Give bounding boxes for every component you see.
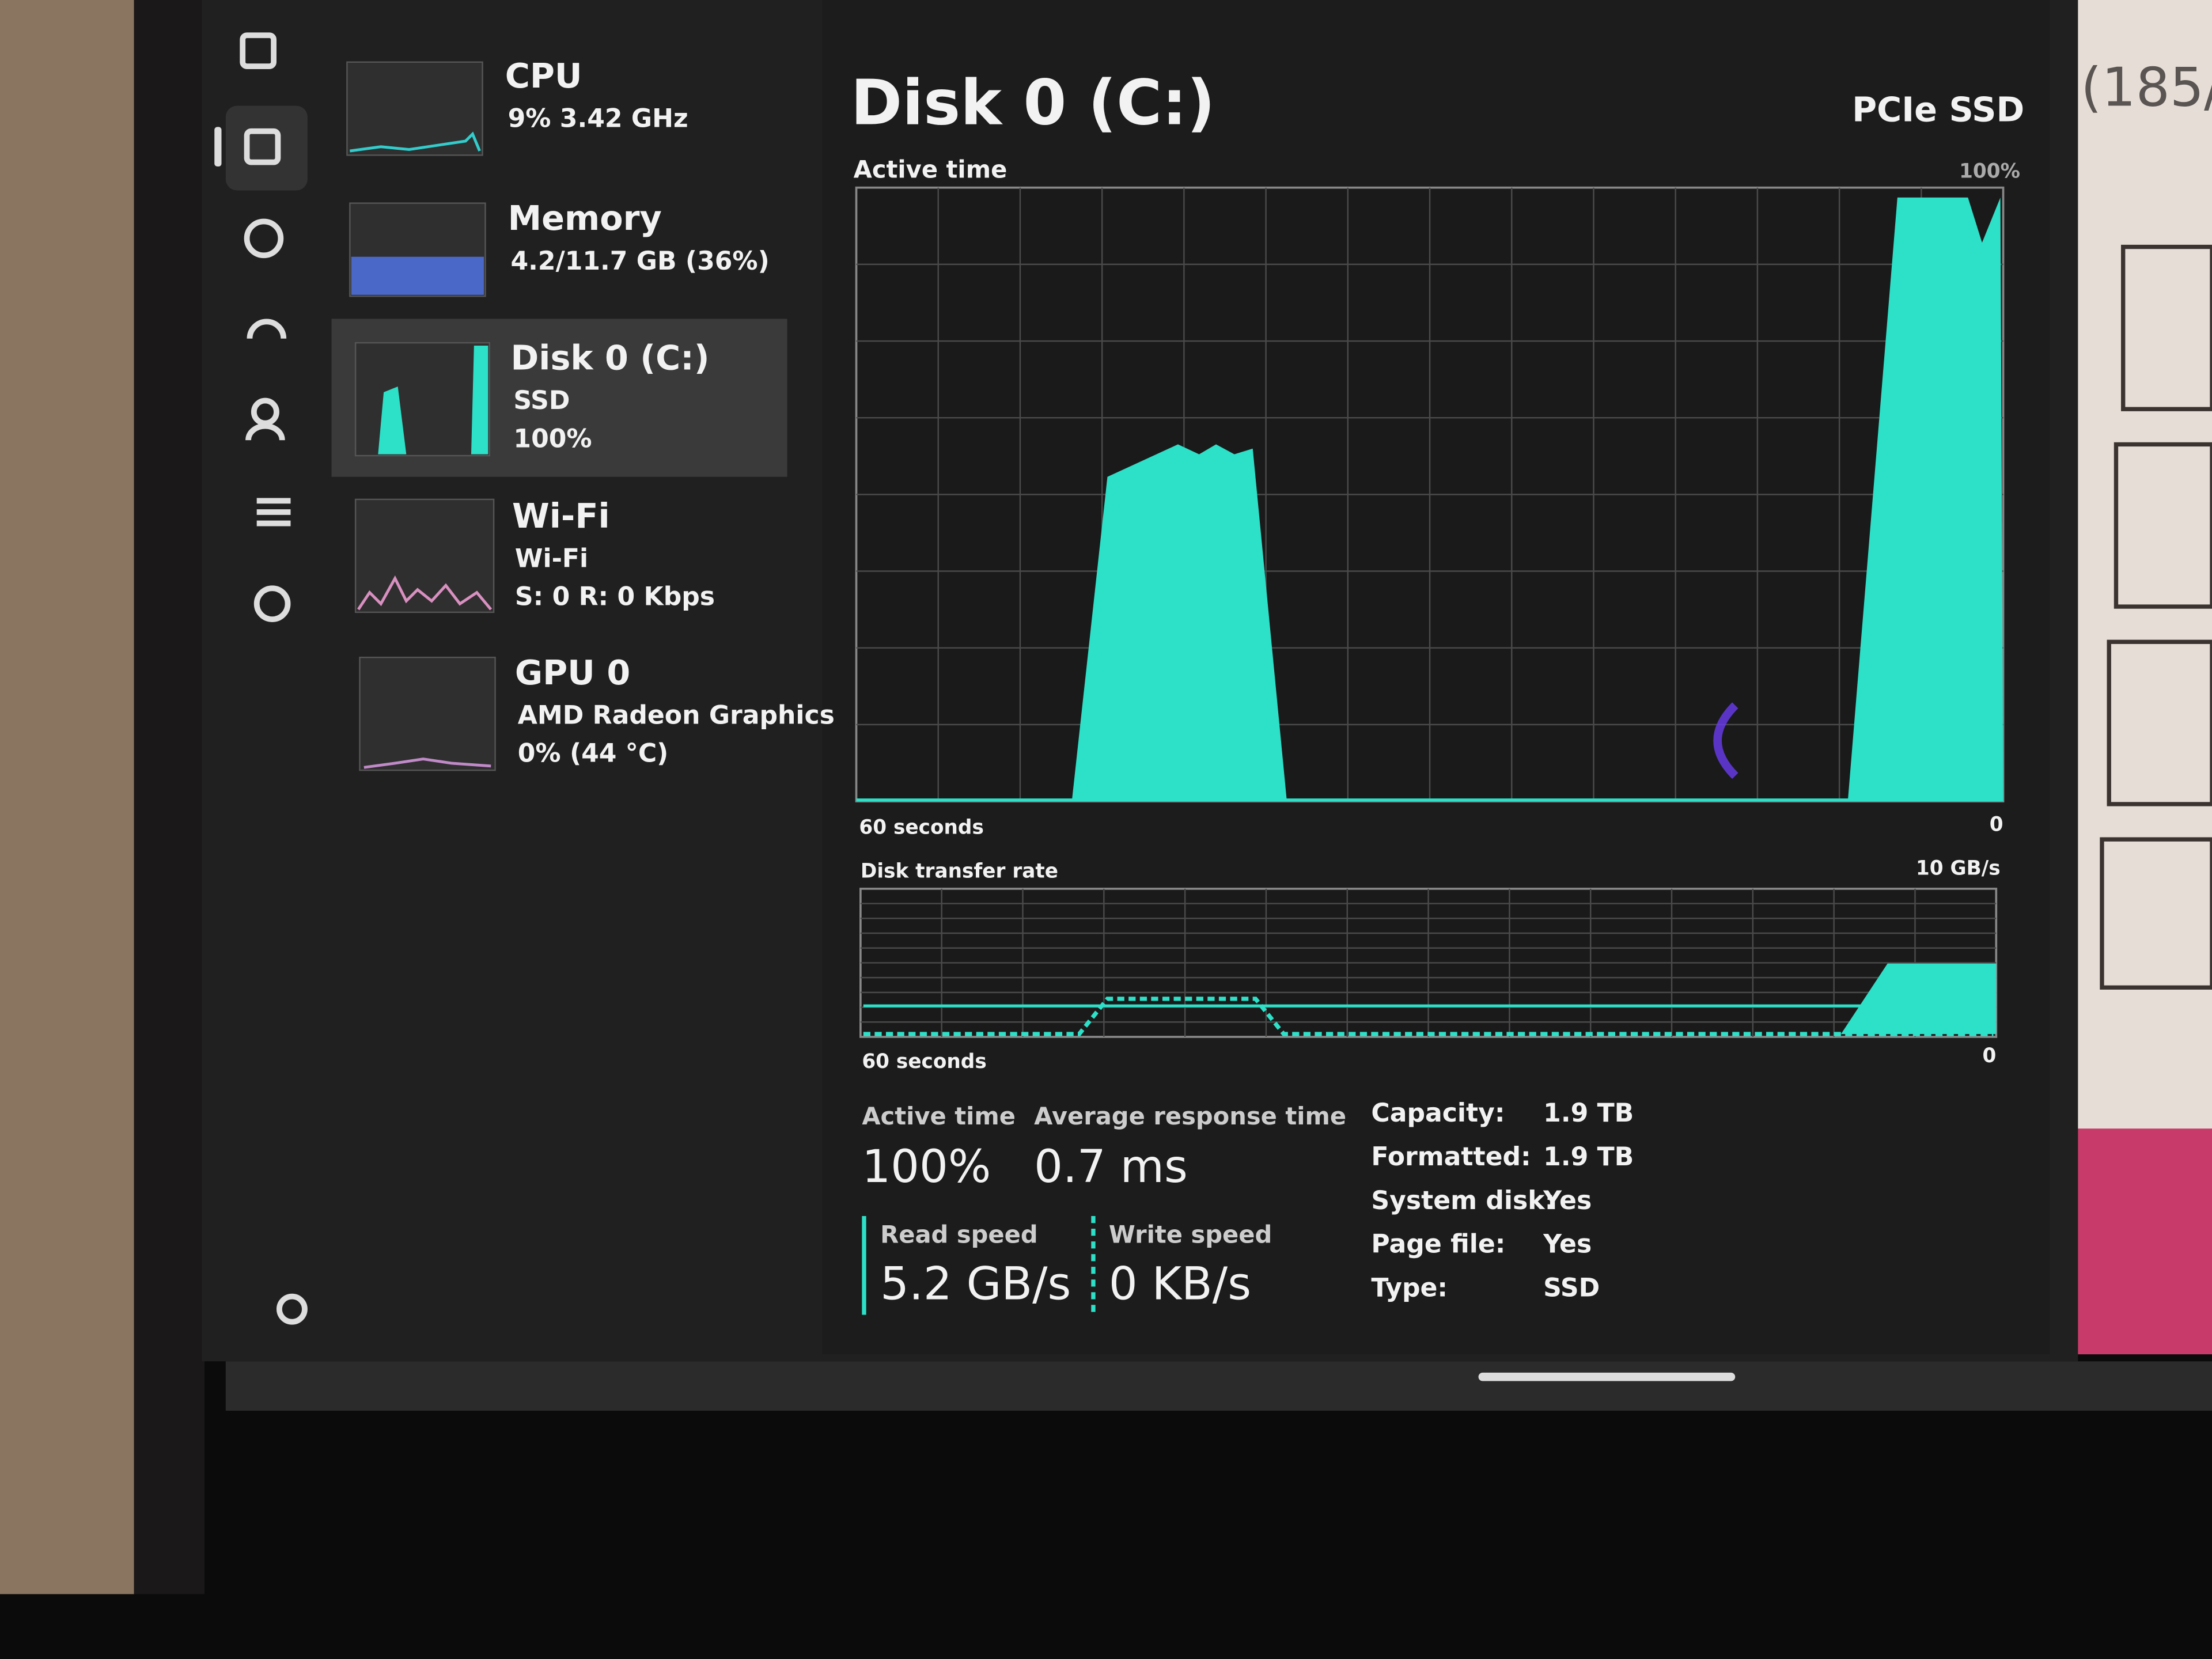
- bg-boxes: [2100, 244, 2212, 990]
- nav-detail: 4.2/11.7 GB (36%): [511, 247, 770, 276]
- graphs: [855, 186, 2005, 1038]
- nav-title: Memory: [508, 198, 662, 238]
- property-value: Yes: [1543, 1186, 1592, 1215]
- glare: [1713, 702, 1738, 779]
- stat-value: 100%: [862, 1141, 991, 1193]
- property-label: Formatted:: [1371, 1142, 1531, 1172]
- disk-model: PCIe SSD: [1852, 90, 2024, 130]
- property-label: System disk:: [1371, 1186, 1555, 1215]
- nav-title: GPU 0: [515, 653, 630, 692]
- active-time-area: [856, 197, 2003, 802]
- stat-value: 0.7 ms: [1034, 1141, 1188, 1193]
- home-bar: [1478, 1372, 1736, 1381]
- nav-detail: 0% (44 °C): [518, 738, 669, 768]
- stat-label: Active time: [862, 1102, 1016, 1130]
- property-label: Capacity:: [1371, 1099, 1505, 1128]
- icon-rail[interactable]: [214, 32, 308, 1325]
- nav-detail: SSD: [513, 386, 570, 415]
- properties: Capacity: 1.9 TB Formatted: 1.9 TB System di…: [1371, 1099, 1634, 1303]
- bezel: [134, 0, 205, 1594]
- graph-time: 60 seconds: [862, 1050, 986, 1073]
- nav-detail: 9% 3.42 GHz: [508, 104, 688, 133]
- nav-list[interactable]: CPU 9% 3.42 GHz Memory 4.2/11.7 GB (36%) Dis…: [505, 56, 835, 768]
- graph-max: 10 GB/s: [1916, 857, 2001, 880]
- nav-thumbnails: [331, 61, 787, 771]
- graph-max: 100%: [1959, 160, 2020, 183]
- graph-min: 0: [1982, 1044, 1996, 1067]
- read-marker: [862, 1216, 866, 1315]
- nav-title: Disk 0 (C:): [511, 338, 710, 378]
- graph-label: Active time: [854, 156, 1007, 184]
- taskbar: [225, 1361, 2212, 1411]
- nav-detail: AMD Radeon Graphics: [518, 700, 835, 730]
- nav-title: CPU: [505, 56, 582, 96]
- read-area: [1840, 963, 1997, 1035]
- graph-min: 0: [1990, 813, 2003, 836]
- property-label: Type:: [1371, 1274, 1448, 1303]
- nav-detail: 100%: [513, 424, 592, 453]
- stat-label: Average response time: [1034, 1102, 1346, 1130]
- stat-value: 0 KB/s: [1109, 1258, 1251, 1310]
- stat-label: Write speed: [1109, 1221, 1272, 1249]
- wall: [0, 0, 134, 1594]
- property-value: 1.9 TB: [1543, 1142, 1634, 1172]
- graph-label: Disk transfer rate: [861, 859, 1058, 882]
- stat-value: 5.2 GB/s: [880, 1258, 1071, 1310]
- property-value: SSD: [1543, 1274, 1600, 1303]
- property-value: 1.9 TB: [1543, 1099, 1634, 1128]
- property-label: Page file:: [1371, 1230, 1505, 1259]
- disk-title: Disk 0 (C:): [851, 67, 1215, 139]
- property-value: Yes: [1543, 1230, 1592, 1259]
- bg-text: (185/: [2081, 56, 2212, 119]
- nav-detail: S: 0 R: 0 Kbps: [515, 582, 715, 612]
- stat-label: Read speed: [880, 1221, 1038, 1249]
- nav-detail: Wi-Fi: [515, 544, 588, 573]
- graph-time: 60 seconds: [859, 816, 983, 839]
- nav-title: Wi-Fi: [512, 496, 610, 536]
